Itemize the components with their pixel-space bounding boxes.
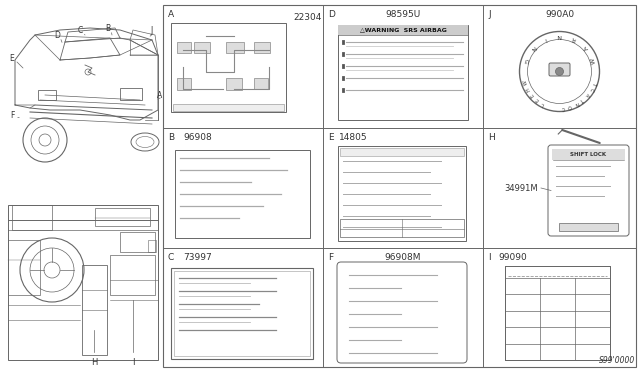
FancyBboxPatch shape	[171, 268, 313, 359]
Text: H: H	[91, 358, 97, 367]
FancyBboxPatch shape	[338, 146, 466, 241]
Text: C: C	[77, 26, 83, 35]
Text: A: A	[584, 92, 590, 97]
Text: 96908M: 96908M	[385, 253, 421, 262]
Text: E: E	[10, 54, 14, 62]
Text: I: I	[543, 36, 547, 41]
FancyBboxPatch shape	[548, 145, 629, 236]
Text: H: H	[525, 86, 531, 92]
FancyBboxPatch shape	[505, 266, 610, 360]
FancyBboxPatch shape	[177, 42, 191, 53]
FancyBboxPatch shape	[227, 42, 244, 53]
Text: T: T	[579, 97, 585, 102]
Text: W: W	[522, 80, 529, 86]
Text: 14805: 14805	[339, 133, 367, 142]
Text: C: C	[168, 253, 174, 262]
Text: B: B	[168, 133, 174, 142]
Text: J: J	[488, 10, 491, 19]
Text: E: E	[328, 133, 333, 142]
Text: F: F	[10, 110, 14, 119]
Text: D: D	[54, 31, 60, 39]
Text: J: J	[151, 26, 153, 35]
Text: I: I	[488, 253, 491, 262]
Text: R: R	[571, 35, 577, 42]
Text: O: O	[567, 103, 572, 109]
FancyBboxPatch shape	[338, 25, 468, 35]
FancyBboxPatch shape	[173, 103, 284, 110]
FancyBboxPatch shape	[559, 223, 618, 231]
Text: 99090: 99090	[499, 253, 527, 262]
Text: 34991M: 34991M	[504, 183, 538, 192]
Text: 22304: 22304	[294, 13, 322, 22]
Text: N: N	[529, 44, 536, 51]
Text: D: D	[328, 10, 335, 19]
Text: A: A	[168, 10, 174, 19]
Text: W: W	[591, 57, 597, 64]
Text: 98595U: 98595U	[385, 10, 420, 19]
Text: L: L	[540, 100, 545, 106]
FancyBboxPatch shape	[254, 42, 270, 53]
FancyBboxPatch shape	[552, 149, 625, 160]
FancyBboxPatch shape	[194, 42, 210, 53]
Text: B: B	[106, 23, 111, 32]
Text: SHIFT LOCK: SHIFT LOCK	[570, 152, 607, 157]
FancyBboxPatch shape	[338, 25, 468, 120]
Text: A: A	[157, 90, 163, 99]
Text: H: H	[488, 133, 495, 142]
Text: N: N	[557, 33, 562, 38]
FancyBboxPatch shape	[175, 150, 310, 238]
Text: 96908: 96908	[184, 133, 212, 142]
Text: △WARNING  SRS AIRBAG: △WARNING SRS AIRBAG	[360, 28, 447, 32]
Text: T: T	[591, 80, 596, 85]
Text: N: N	[573, 100, 579, 106]
Text: E: E	[534, 97, 540, 103]
Text: C: C	[561, 105, 565, 110]
Text: A: A	[583, 44, 589, 51]
FancyBboxPatch shape	[227, 78, 243, 90]
FancyBboxPatch shape	[171, 23, 286, 112]
FancyBboxPatch shape	[340, 148, 464, 156]
Circle shape	[556, 67, 563, 76]
Text: F: F	[328, 253, 333, 262]
Text: S99'0000: S99'0000	[599, 356, 635, 365]
FancyBboxPatch shape	[254, 78, 268, 89]
Text: 73997: 73997	[184, 253, 212, 262]
FancyBboxPatch shape	[549, 63, 570, 76]
Text: I: I	[132, 358, 134, 367]
FancyBboxPatch shape	[177, 78, 191, 90]
FancyBboxPatch shape	[337, 262, 467, 363]
Text: 990A0: 990A0	[545, 10, 574, 19]
Text: E: E	[529, 92, 535, 97]
Text: G: G	[522, 57, 529, 64]
Text: C: C	[588, 86, 594, 92]
